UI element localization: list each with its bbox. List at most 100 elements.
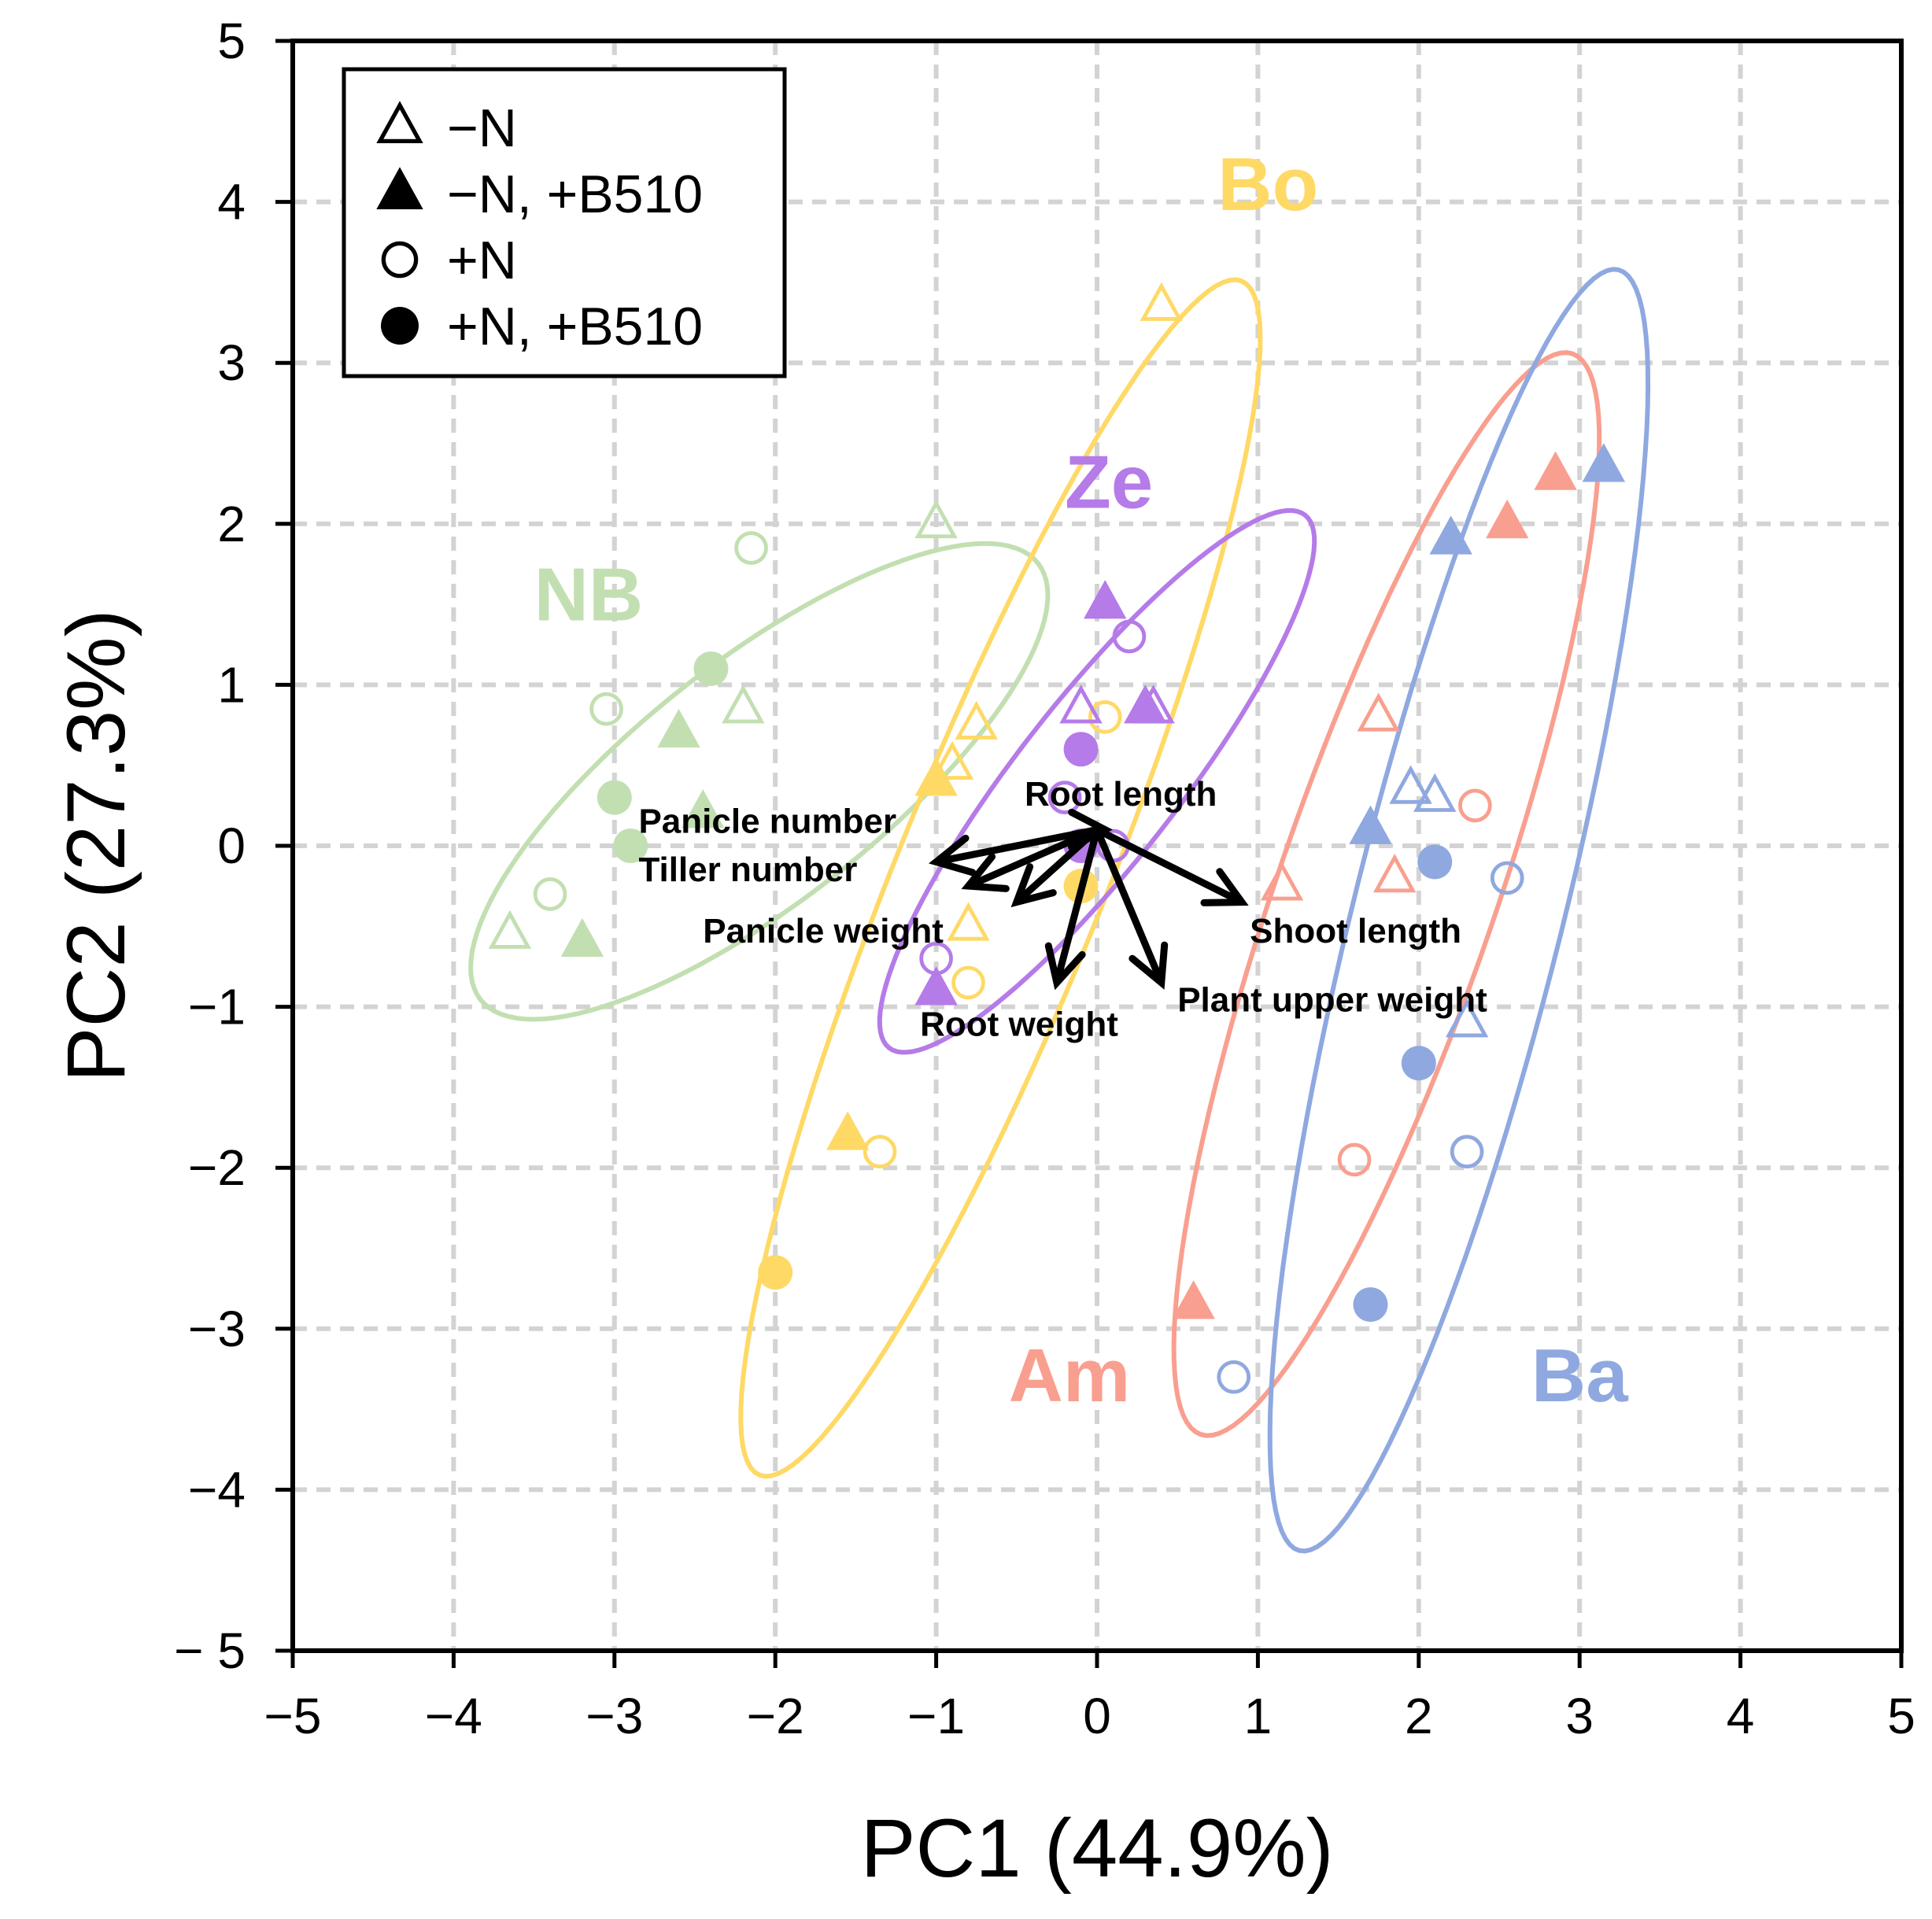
y-tick-label: 3 (217, 334, 246, 391)
legend-marker-triangle-filled (376, 167, 423, 209)
data-points (488, 282, 1626, 1394)
point-nb-triangle-filled (560, 917, 604, 958)
group-label-ze: Ze (1065, 440, 1153, 524)
x-tick-label: 3 (1565, 1688, 1594, 1744)
point-bo-triangle-open (947, 902, 990, 941)
point-bo-triangle-open (930, 740, 974, 781)
point-am-circle-open (1337, 1142, 1372, 1177)
x-tick-label: 2 (1405, 1688, 1433, 1744)
group-label-ba: Ba (1531, 1334, 1628, 1418)
y-tick-label: −2 (188, 1139, 246, 1196)
arrow-panicle-weight (1010, 826, 1101, 908)
x-tick-label: 0 (1083, 1688, 1111, 1744)
point-bo-triangle-filled (914, 757, 958, 796)
y-tick-label: −1 (188, 979, 246, 1035)
point-am-triangle-filled (1486, 499, 1529, 539)
arrow-tiller-number (961, 826, 1101, 892)
point-bo-circle-open (863, 1135, 897, 1169)
loading-label-panicle-weight: Panicle weight (703, 912, 944, 950)
loading-label-root-length: Root length (1025, 775, 1217, 814)
point-am-triangle-filled (1534, 451, 1577, 490)
point-ze-circle-open (1047, 781, 1082, 814)
x-axis: −5 −4 −3 −2 −1 0 1 2 3 4 5 (264, 1651, 1915, 1744)
loading-label-tiller-number: Tiller number (638, 851, 857, 889)
x-tick-label: −5 (264, 1688, 322, 1744)
arrow-shoot-length (1093, 826, 1249, 906)
group-label-bo: Bo (1217, 142, 1318, 227)
loading-label-shoot-length: Shoot length (1250, 912, 1461, 950)
arrow-root-weight (1044, 826, 1101, 991)
y-axis-label: PC2 (27.3%) (50, 609, 142, 1082)
loading-label-panicle-number: Panicle number (638, 803, 896, 841)
loading-labels: Root length Panicle number Tiller number Pa… (638, 775, 1487, 1044)
confidence-ellipses (468, 267, 1651, 1554)
x-tick-label: 1 (1244, 1688, 1273, 1744)
point-ze-triangle-filled (914, 966, 958, 1006)
y-tick-label: 0 (217, 817, 246, 874)
y-tick-label: 5 (217, 13, 246, 69)
y-tick-label: −4 (188, 1461, 246, 1518)
point-nb-triangle-open (914, 499, 958, 539)
group-label-am: Am (1009, 1334, 1131, 1418)
point-ze-circle-filled (1063, 732, 1099, 767)
point-ba-circle-filled (1417, 844, 1453, 880)
point-bo-triangle-open (1140, 282, 1183, 321)
ellipse-nb (468, 541, 1051, 1022)
point-bo-circle-open (951, 965, 985, 1000)
y-tick-label: −3 (188, 1301, 246, 1357)
ellipse-ba (1267, 267, 1651, 1554)
point-am-triangle-filled (1172, 1280, 1215, 1319)
point-ba-triangle-filled (1582, 443, 1626, 482)
group-labels: NB Bo Ze Am Ba (534, 142, 1629, 1418)
x-tick-label: −2 (747, 1688, 804, 1744)
y-tick-label: − 5 (174, 1622, 246, 1679)
point-am-triangle-open (1260, 862, 1304, 901)
point-bo-triangle-open (955, 700, 998, 740)
arrow-plant-upper-weight (1093, 826, 1169, 990)
ellipse-ze (877, 507, 1317, 1055)
point-nb-triangle-filled (657, 708, 700, 748)
point-nb-triangle-filled (682, 789, 725, 828)
group-label-nb: NB (534, 553, 644, 637)
y-tick-label: 4 (217, 174, 246, 231)
ellipse-am (1171, 350, 1602, 1438)
point-bo-circle-open (1088, 699, 1122, 734)
point-ba-triangle-filled (1349, 805, 1392, 844)
ellipse-bo (738, 277, 1263, 1479)
arrow-panicle-number (929, 826, 1101, 876)
point-bo-triangle-filled (826, 1111, 870, 1150)
point-ba-triangle-open (1389, 765, 1432, 804)
point-ze-circle-open (919, 941, 953, 976)
point-bo-circle-filled (758, 1255, 793, 1290)
x-axis-label: PC1 (44.9%) (860, 1803, 1333, 1895)
y-tick-label: 1 (217, 656, 246, 713)
point-ze-triangle-open (1132, 685, 1175, 724)
loading-vectors (929, 808, 1249, 991)
legend-label: +N (447, 231, 517, 290)
legend-marker-circle-filled (381, 307, 419, 345)
point-ba-circle-filled (1353, 1287, 1388, 1323)
point-ba-circle-open (1217, 1360, 1251, 1394)
legend-label: +N, +B510 (447, 297, 703, 356)
legend-label: −N, +B510 (447, 164, 703, 224)
point-ba-circle-filled (1401, 1046, 1436, 1081)
loading-label-root-weight: Root weight (920, 1005, 1118, 1043)
legend-label: −N (447, 98, 517, 158)
point-nb-circle-open (734, 531, 768, 565)
point-ba-triangle-filled (1429, 515, 1472, 555)
x-tick-label: 4 (1727, 1688, 1755, 1744)
x-tick-label: −3 (586, 1688, 643, 1744)
legend: −N−N, +B510 +N +N, +B510 (342, 67, 787, 378)
point-ze-triangle-open (1059, 685, 1103, 724)
loading-label-plant-upper-weight: Plant upper weight (1177, 981, 1487, 1020)
point-am-circle-open (1457, 788, 1492, 823)
point-ze-circle-open (1112, 619, 1147, 654)
point-nb-circle-open (533, 877, 567, 911)
y-tick-label: 2 (217, 496, 246, 552)
x-tick-label: 5 (1887, 1688, 1915, 1744)
point-nb-triangle-open (488, 910, 532, 949)
point-am-triangle-open (1357, 692, 1400, 732)
legend-marker-triangle-open (376, 101, 423, 143)
